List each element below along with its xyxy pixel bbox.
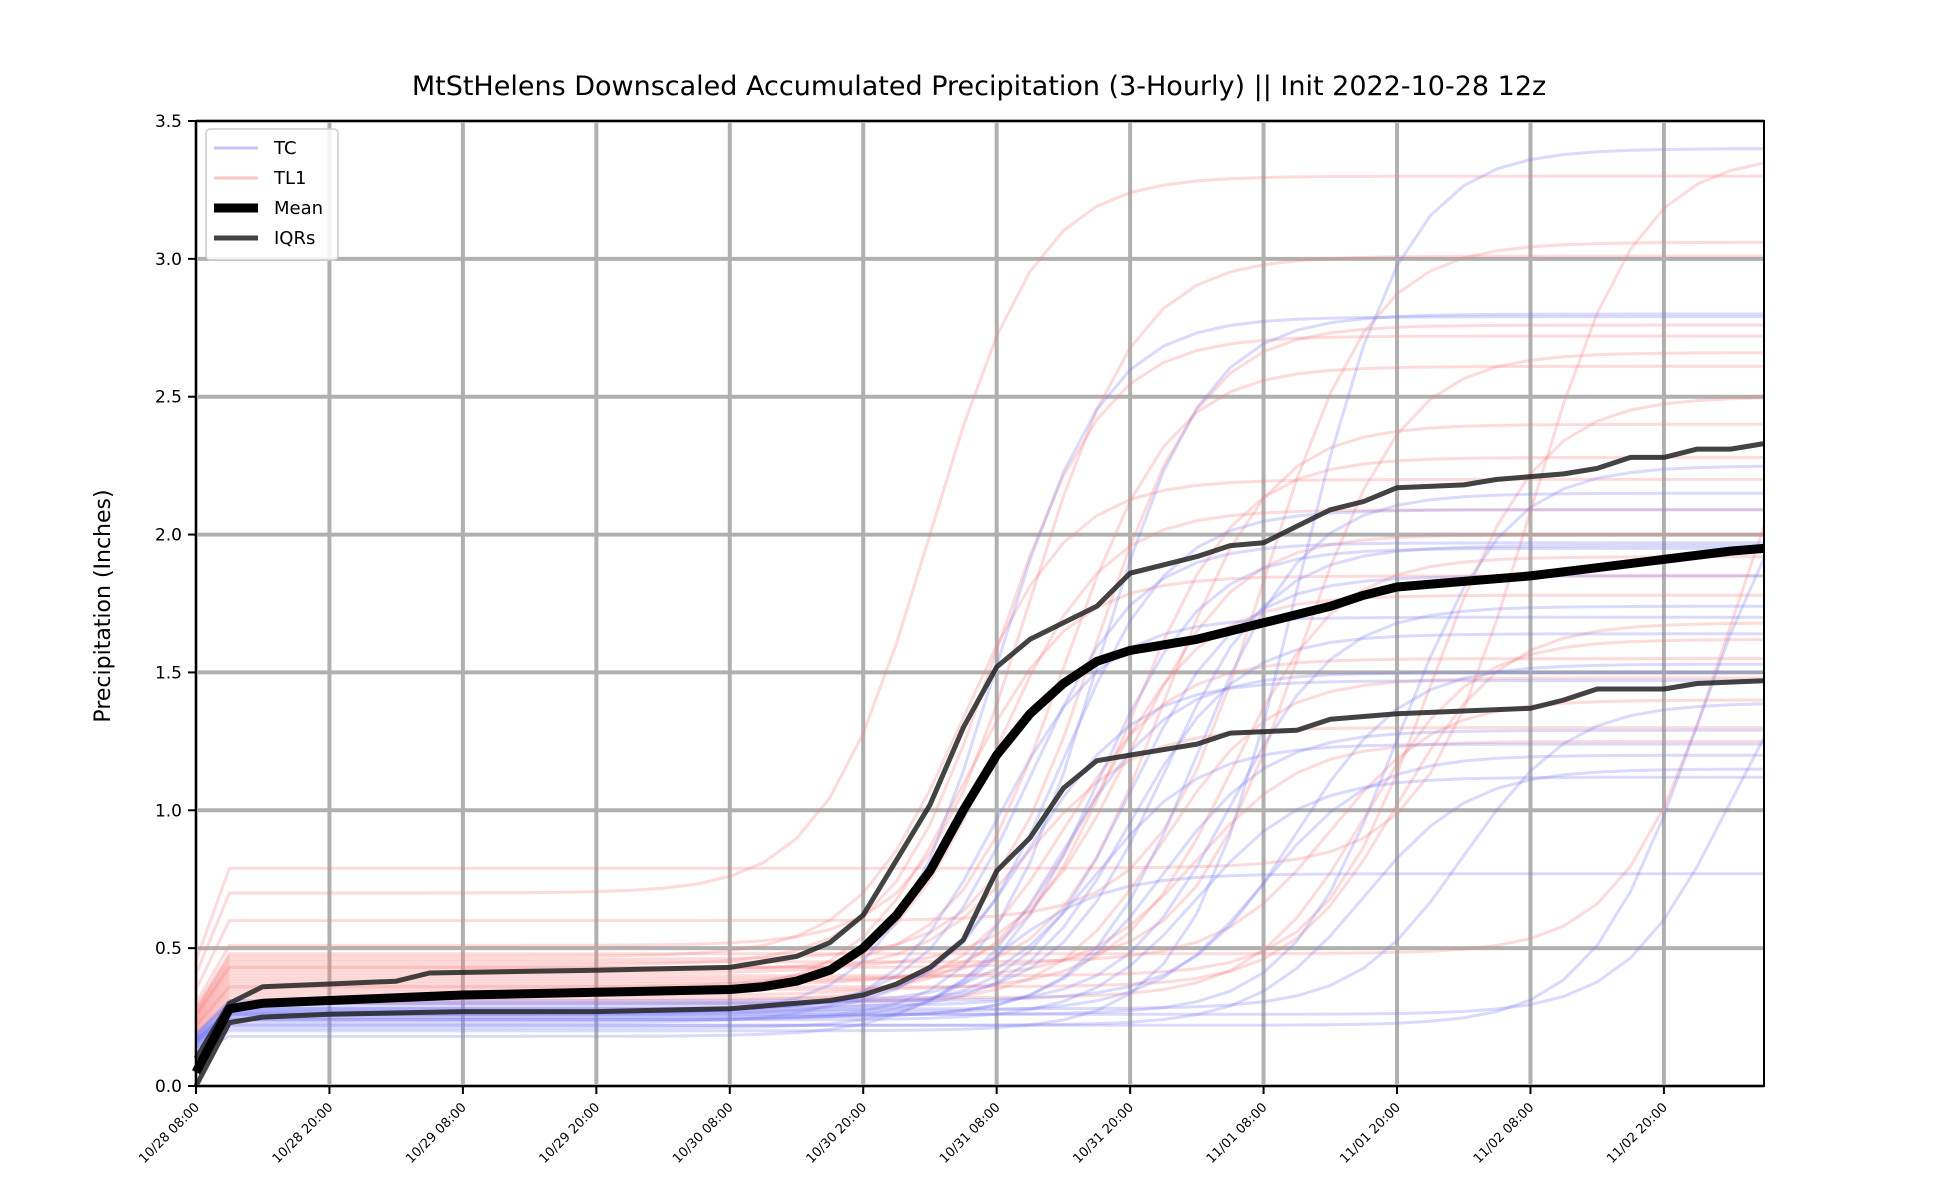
tc-member-line-7 (194, 544, 1764, 1037)
y-axis-ticks: 0.0 0.5 1.0 1.5 2.0 2.5 3.0 3.5 (155, 112, 196, 1097)
iqr-line-0 (193, 441, 1765, 1060)
tc-member-line-3 (195, 557, 1766, 1049)
tl1-member-line-4 (194, 525, 1766, 1009)
summary-lines (192, 441, 1765, 1088)
legend-label-tc: TC (273, 138, 297, 159)
tc-member-line-22 (195, 872, 1764, 1055)
tc-member-line-21 (195, 775, 1764, 1046)
mean-line (192, 543, 1765, 1075)
tl1-member-line-9 (194, 396, 1765, 1021)
tl1-member-line-11 (194, 455, 1764, 1026)
y-tick-label-4: 2.0 (155, 526, 182, 546)
tl1-member-line-24 (194, 533, 1764, 1017)
iqr-line-1 (193, 678, 1765, 1088)
tc-member-line-1 (195, 312, 1764, 1046)
tl1-member-line-21 (194, 739, 1764, 1023)
tc-member-line-17 (195, 728, 1764, 1044)
tc-member-line-16 (195, 702, 1765, 1040)
legend-label-tl1: TL1 (273, 168, 306, 189)
tc-member-line-8 (195, 546, 1764, 1046)
tl1-member-line-13 (194, 555, 1765, 1029)
tl1-member-line-10 (194, 422, 1764, 1024)
legend-box (205, 128, 339, 261)
tc-member-line-15 (195, 679, 1764, 1043)
tc-member-line-13 (194, 662, 1765, 1035)
tc-member-line-5 (195, 508, 1764, 1040)
y-tick-label-2: 1.0 (155, 801, 182, 821)
tc-member-line-0 (195, 147, 1765, 1052)
legend-label-mean: Mean (274, 198, 323, 219)
y-tick-label-6: 3.0 (155, 250, 182, 270)
tl1-member-line-2 (194, 240, 1764, 991)
y-tick-label-3: 1.5 (155, 663, 182, 683)
tc-member-line-9 (195, 737, 1766, 1043)
y-tick-label-7: 3.5 (155, 112, 182, 132)
y-axis-label: Precipitation (Inches) (91, 489, 116, 722)
plot-frame (195, 120, 1765, 1087)
tc-member-line-11 (195, 615, 1764, 1047)
legend-label-iqrs: IQRs (274, 228, 315, 249)
y-tick-label-5: 2.5 (155, 388, 182, 408)
tl1-member-line-5 (194, 323, 1764, 1012)
tc-member-line-18 (194, 742, 1764, 1037)
tl1-member-line-0 (194, 161, 1765, 962)
y-tick-label-1: 0.5 (155, 939, 182, 959)
tl1-member-line-1 (194, 174, 1764, 975)
tl1-member-line-17 (194, 657, 1764, 1035)
legend: TC TL1 Mean IQRs (205, 128, 339, 261)
tc-member-line-23 (195, 464, 1765, 1043)
tc-member-line-10 (194, 604, 1764, 1038)
tl1-member-line-7 (194, 351, 1765, 1017)
chart-title: MtStHelens Downscaled Accumulated Precip… (412, 71, 1546, 102)
tc-member-line-20 (195, 767, 1765, 1049)
tl1-member-line-3 (194, 254, 1764, 1004)
tl1-member-line-23 (194, 621, 1765, 1027)
tl1-member-line-18 (194, 676, 1765, 1037)
tc-member-line-4 (195, 491, 1764, 1044)
tc-member-line-2 (195, 315, 1764, 1043)
tc-member-line-14 (195, 670, 1764, 1050)
y-tick-label-0: 0.0 (155, 1077, 182, 1097)
